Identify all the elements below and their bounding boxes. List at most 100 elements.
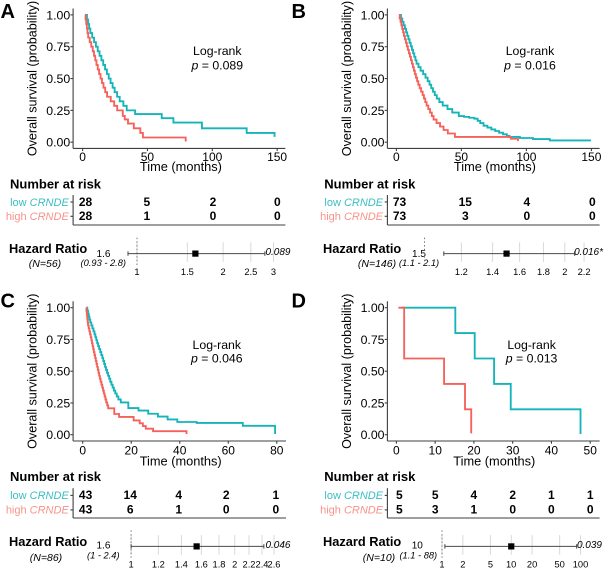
svg-text:150: 150 — [581, 150, 601, 164]
svg-text:0.046: 0.046 — [265, 540, 290, 551]
svg-text:2: 2 — [221, 267, 226, 277]
svg-text:(1.1 - 88): (1.1 - 88) — [399, 551, 437, 561]
svg-text:1.00: 1.00 — [46, 8, 70, 22]
svg-text:0: 0 — [274, 195, 281, 209]
svg-text:1.00: 1.00 — [361, 8, 385, 22]
svg-text:A: A — [1, 1, 15, 23]
svg-text:4: 4 — [524, 195, 531, 209]
svg-text:6: 6 — [127, 503, 134, 517]
svg-text:5: 5 — [396, 488, 403, 502]
svg-text:50: 50 — [555, 559, 565, 569]
svg-text:20: 20 — [467, 444, 481, 458]
svg-text:Hazard Ratio: Hazard Ratio — [323, 241, 401, 256]
svg-text:0.00: 0.00 — [46, 136, 70, 150]
svg-text:10: 10 — [506, 559, 516, 569]
svg-text:0: 0 — [273, 503, 280, 517]
svg-text:1.00: 1.00 — [46, 301, 70, 315]
svg-text:2.2: 2.2 — [243, 559, 256, 569]
svg-text:1.2: 1.2 — [455, 267, 468, 277]
svg-text:low CRNDE: low CRNDE — [10, 197, 69, 209]
svg-text:0.75: 0.75 — [361, 333, 385, 347]
svg-text:0.25: 0.25 — [46, 396, 70, 410]
svg-text:1: 1 — [134, 267, 139, 277]
svg-text:Number at risk: Number at risk — [324, 469, 416, 484]
svg-text:10: 10 — [412, 540, 424, 551]
svg-text:1.6: 1.6 — [97, 249, 111, 260]
svg-text:Number at risk: Number at risk — [10, 469, 102, 484]
svg-text:0.25: 0.25 — [361, 396, 385, 410]
svg-text:50: 50 — [141, 150, 155, 164]
svg-text:4: 4 — [471, 488, 478, 502]
svg-text:15: 15 — [459, 195, 473, 209]
svg-text:p = 0.016: p = 0.016 — [503, 59, 556, 73]
svg-text:Log-rank: Log-rank — [507, 338, 556, 352]
svg-text:0.75: 0.75 — [361, 40, 385, 54]
svg-text:0.50: 0.50 — [361, 72, 385, 86]
svg-text:150: 150 — [267, 150, 287, 164]
svg-text:Time (months): Time (months) — [140, 159, 222, 174]
svg-text:high CRNDE: high CRNDE — [6, 211, 70, 223]
svg-text:(0.93 - 2.8): (0.93 - 2.8) — [81, 258, 126, 268]
svg-text:(N=146): (N=146) — [358, 258, 396, 270]
svg-text:0: 0 — [589, 195, 596, 209]
svg-text:2.4: 2.4 — [256, 559, 269, 569]
svg-text:1.00: 1.00 — [361, 301, 385, 315]
svg-text:2: 2 — [232, 559, 237, 569]
svg-text:5: 5 — [432, 488, 439, 502]
svg-text:Number at risk: Number at risk — [324, 177, 416, 192]
svg-text:1: 1 — [548, 488, 555, 502]
svg-text:73: 73 — [393, 195, 407, 209]
svg-text:43: 43 — [79, 488, 93, 502]
svg-text:Overall survival (probability): Overall survival (probability) — [25, 294, 39, 449]
svg-text:100: 100 — [516, 150, 536, 164]
svg-text:1: 1 — [129, 559, 134, 569]
svg-text:50: 50 — [584, 444, 598, 458]
svg-text:p = 0.089: p = 0.089 — [190, 59, 243, 73]
svg-text:2: 2 — [509, 488, 516, 502]
svg-text:0.75: 0.75 — [46, 333, 70, 347]
svg-text:0.50: 0.50 — [46, 365, 70, 379]
svg-text:1.5: 1.5 — [412, 249, 426, 260]
svg-text:100: 100 — [202, 150, 222, 164]
svg-text:28: 28 — [79, 209, 93, 223]
svg-text:B: B — [292, 1, 306, 23]
svg-text:2.2: 2.2 — [578, 267, 591, 277]
svg-text:Log-rank: Log-rank — [193, 338, 242, 352]
svg-text:100: 100 — [573, 559, 589, 569]
svg-text:80: 80 — [270, 444, 284, 458]
svg-text:20: 20 — [125, 444, 139, 458]
svg-text:0.00: 0.00 — [361, 428, 385, 442]
svg-text:50: 50 — [455, 150, 469, 164]
svg-text:0.25: 0.25 — [361, 104, 385, 118]
svg-text:1: 1 — [144, 209, 151, 223]
svg-text:high CRNDE: high CRNDE — [6, 505, 70, 517]
svg-text:5: 5 — [396, 503, 403, 517]
svg-text:Overall survival (probability): Overall survival (probability) — [25, 1, 39, 156]
svg-text:low CRNDE: low CRNDE — [324, 490, 383, 502]
svg-text:2.5: 2.5 — [244, 267, 257, 277]
svg-text:4: 4 — [175, 488, 182, 502]
svg-text:Time (months): Time (months) — [454, 159, 536, 174]
svg-text:40: 40 — [173, 444, 187, 458]
svg-text:1.6: 1.6 — [513, 267, 526, 277]
svg-text:1: 1 — [587, 488, 594, 502]
svg-text:0: 0 — [509, 503, 516, 517]
svg-text:3: 3 — [462, 209, 469, 223]
svg-text:0: 0 — [548, 503, 555, 517]
svg-text:60: 60 — [222, 444, 236, 458]
svg-text:0: 0 — [274, 209, 281, 223]
svg-text:1: 1 — [175, 503, 182, 517]
svg-text:high CRNDE: high CRNDE — [320, 505, 384, 517]
svg-text:20: 20 — [527, 559, 537, 569]
svg-text:28: 28 — [79, 195, 93, 209]
svg-text:0.00: 0.00 — [46, 428, 70, 442]
svg-text:0: 0 — [524, 209, 531, 223]
svg-text:1.8: 1.8 — [213, 559, 226, 569]
svg-text:0: 0 — [210, 209, 217, 223]
svg-text:0.50: 0.50 — [46, 72, 70, 86]
svg-text:(N=86): (N=86) — [30, 552, 62, 564]
svg-text:3: 3 — [432, 503, 439, 517]
svg-text:0: 0 — [393, 444, 400, 458]
svg-text:0: 0 — [589, 209, 596, 223]
svg-text:Hazard Ratio: Hazard Ratio — [323, 534, 401, 549]
